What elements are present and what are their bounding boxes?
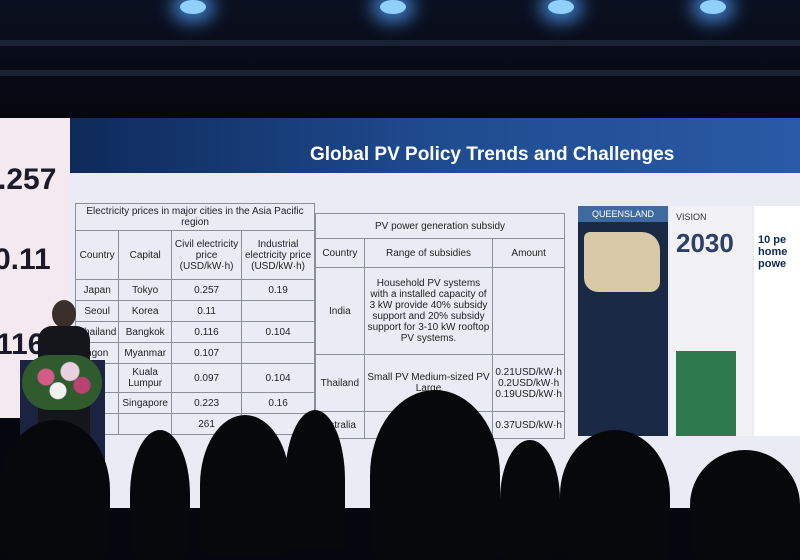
table-cell: Myanmar [118, 342, 173, 364]
table-cell: 0.37USD/kW·h [492, 411, 565, 439]
stage-light [380, 0, 406, 14]
table-caption: PV power generation subsidy [315, 213, 565, 239]
table-row: Seoul Korea 0.11 [74, 300, 315, 322]
column-header: Capital [118, 230, 173, 280]
stage-light [700, 0, 726, 14]
vision-label: VISION [676, 212, 707, 222]
slide-title: Global PV Policy Trends and Challenges [310, 144, 675, 165]
audience-silhouette [690, 450, 800, 560]
audience-silhouette [200, 415, 290, 555]
pv-subsidy-table: PV power generation subsidy Country Rang… [315, 213, 565, 439]
table-cell: Household PV systems with a installed ca… [363, 267, 494, 355]
table-row: Thailand Bangkok 0.116 0.104 [74, 321, 315, 343]
table-cell: Bangkok [118, 321, 173, 343]
table-cell [241, 300, 315, 322]
table-cell: Thailand [315, 354, 365, 412]
green-panel [676, 351, 736, 436]
table-cell: Kuala Lumpur [118, 363, 173, 393]
dewa-headline: 10 pe home powe [758, 234, 788, 270]
vision-year: 2030 [676, 228, 734, 258]
queensland-label: QUEENSLAND [578, 206, 668, 222]
table-header-row: Country Capital Civil electricity price … [74, 230, 315, 280]
audience-silhouette [370, 390, 500, 560]
column-header: Amount [492, 238, 565, 268]
stage-light [180, 0, 206, 14]
speaker-head [52, 300, 76, 328]
table-caption: Electricity prices in major cities in th… [75, 203, 315, 231]
audience-silhouette [500, 440, 560, 560]
queensland-document-image: QUEENSLAND [578, 206, 668, 436]
table-row: Japan Tokyo 0.257 0.19 [74, 279, 315, 301]
table-cell: 0.11 [171, 300, 243, 322]
australia-map-icon [584, 232, 660, 292]
table-cell [492, 267, 565, 355]
table-cell: Japan [74, 279, 120, 301]
slide-header: Global PV Policy Trends and Challenges [70, 118, 800, 173]
column-header: Range of subsidies [363, 238, 494, 268]
table-cell [241, 342, 315, 364]
ceiling-truss [0, 70, 800, 76]
table-cell: Korea [118, 300, 173, 322]
column-header: Industrial electricity price (USD/kW·h) [241, 230, 315, 280]
table-cell: 0.104 [241, 321, 315, 343]
table-cell: Tokyo [118, 279, 173, 301]
table-row: India Household PV systems with a install… [315, 267, 565, 355]
vision-2030-image: VISION 2030 [670, 206, 752, 436]
table-cell: 0.16 [241, 392, 315, 414]
table-cell: India [315, 267, 365, 355]
audience [0, 390, 800, 560]
flower-arrangement [22, 355, 102, 410]
table-header-row: Country Range of subsidies Amount [315, 238, 565, 268]
table-cell: 0.21USD/kW·h 0.2USD/kW·h 0.19USD/kW·h [492, 354, 565, 412]
table-cell: 0.257 [171, 279, 243, 301]
audience-silhouette [560, 430, 670, 560]
table-cell: 0.107 [171, 342, 243, 364]
side-value: .257 [0, 163, 57, 196]
column-header: Country [74, 230, 120, 280]
table-cell: 0.116 [171, 321, 243, 343]
dewa-article-image: 10 pe home powe [754, 206, 800, 436]
audience-silhouette [0, 420, 110, 560]
side-value: 0.11 [0, 243, 51, 276]
table-cell: 0.097 [171, 363, 243, 393]
table-cell: 0.19 [241, 279, 315, 301]
table-row: ngon Myanmar 0.107 [74, 342, 315, 364]
table-cell: 0.104 [241, 363, 315, 393]
column-header: Civil electricity price (USD/kW·h) [171, 230, 243, 280]
column-header: Country [315, 238, 365, 268]
audience-silhouette [285, 410, 345, 550]
stage-light [548, 0, 574, 14]
audience-silhouette [130, 430, 190, 560]
side-value: 116 [0, 328, 45, 361]
ceiling-truss [0, 40, 800, 46]
ceiling [0, 0, 800, 120]
